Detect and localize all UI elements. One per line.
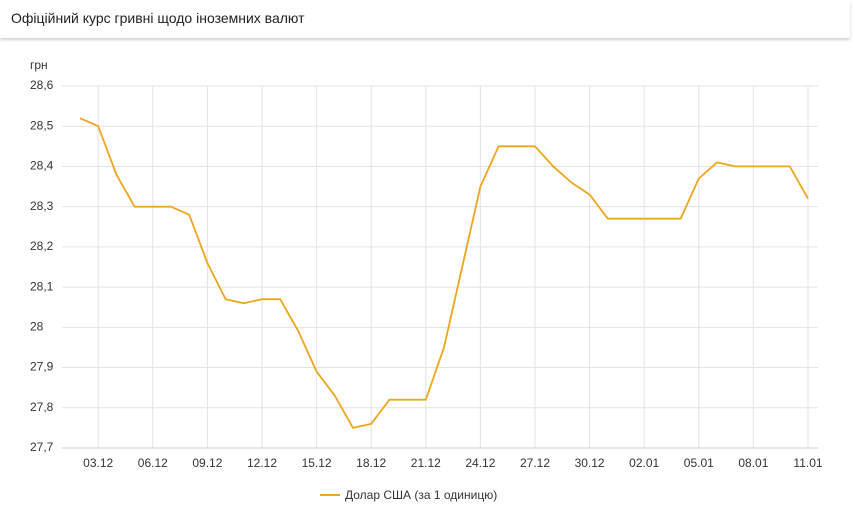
x-tick-label: 18.12 [356,456,386,470]
y-tick-label: 28,2 [30,239,54,253]
y-tick-label: 27,8 [30,400,54,414]
y-tick-label: 28,4 [30,159,54,173]
x-tick-label: 11.01 [793,456,822,470]
y-tick-label: 28,6 [30,78,54,92]
y-unit: грн [30,58,48,72]
y-tick-label: 28,5 [30,118,54,132]
x-tick-label: 15.12 [302,456,332,470]
data-line [79,117,809,429]
x-tick-label: 02.01 [629,456,659,470]
x-tick-label: 12.12 [247,456,277,470]
x-tick-label: 05.01 [684,456,714,470]
x-tick-label: 24.12 [465,456,495,470]
y-tick-label: 28,3 [30,199,54,213]
header: Офіційний курс гривні щодо іноземних вал… [0,0,850,38]
y-tick-label: 27,7 [30,440,54,454]
x-tick-label: 06.12 [138,456,168,470]
x-tick-label: 08.01 [738,456,768,470]
legend-label: Долар США (за 1 одиницю) [345,488,497,502]
x-tick-label: 03.12 [83,456,113,470]
x-tick-label: 27.12 [520,456,550,470]
y-tick-label: 28 [30,320,44,334]
y-tick-label: 28,1 [30,279,54,293]
x-tick-label: 09.12 [192,456,222,470]
x-tick-label: 30.12 [575,456,605,470]
y-tick-label: 27,9 [30,360,54,374]
x-tick-label: 21.12 [411,456,441,470]
header-title: Офіційний курс гривні щодо іноземних вал… [11,10,305,26]
